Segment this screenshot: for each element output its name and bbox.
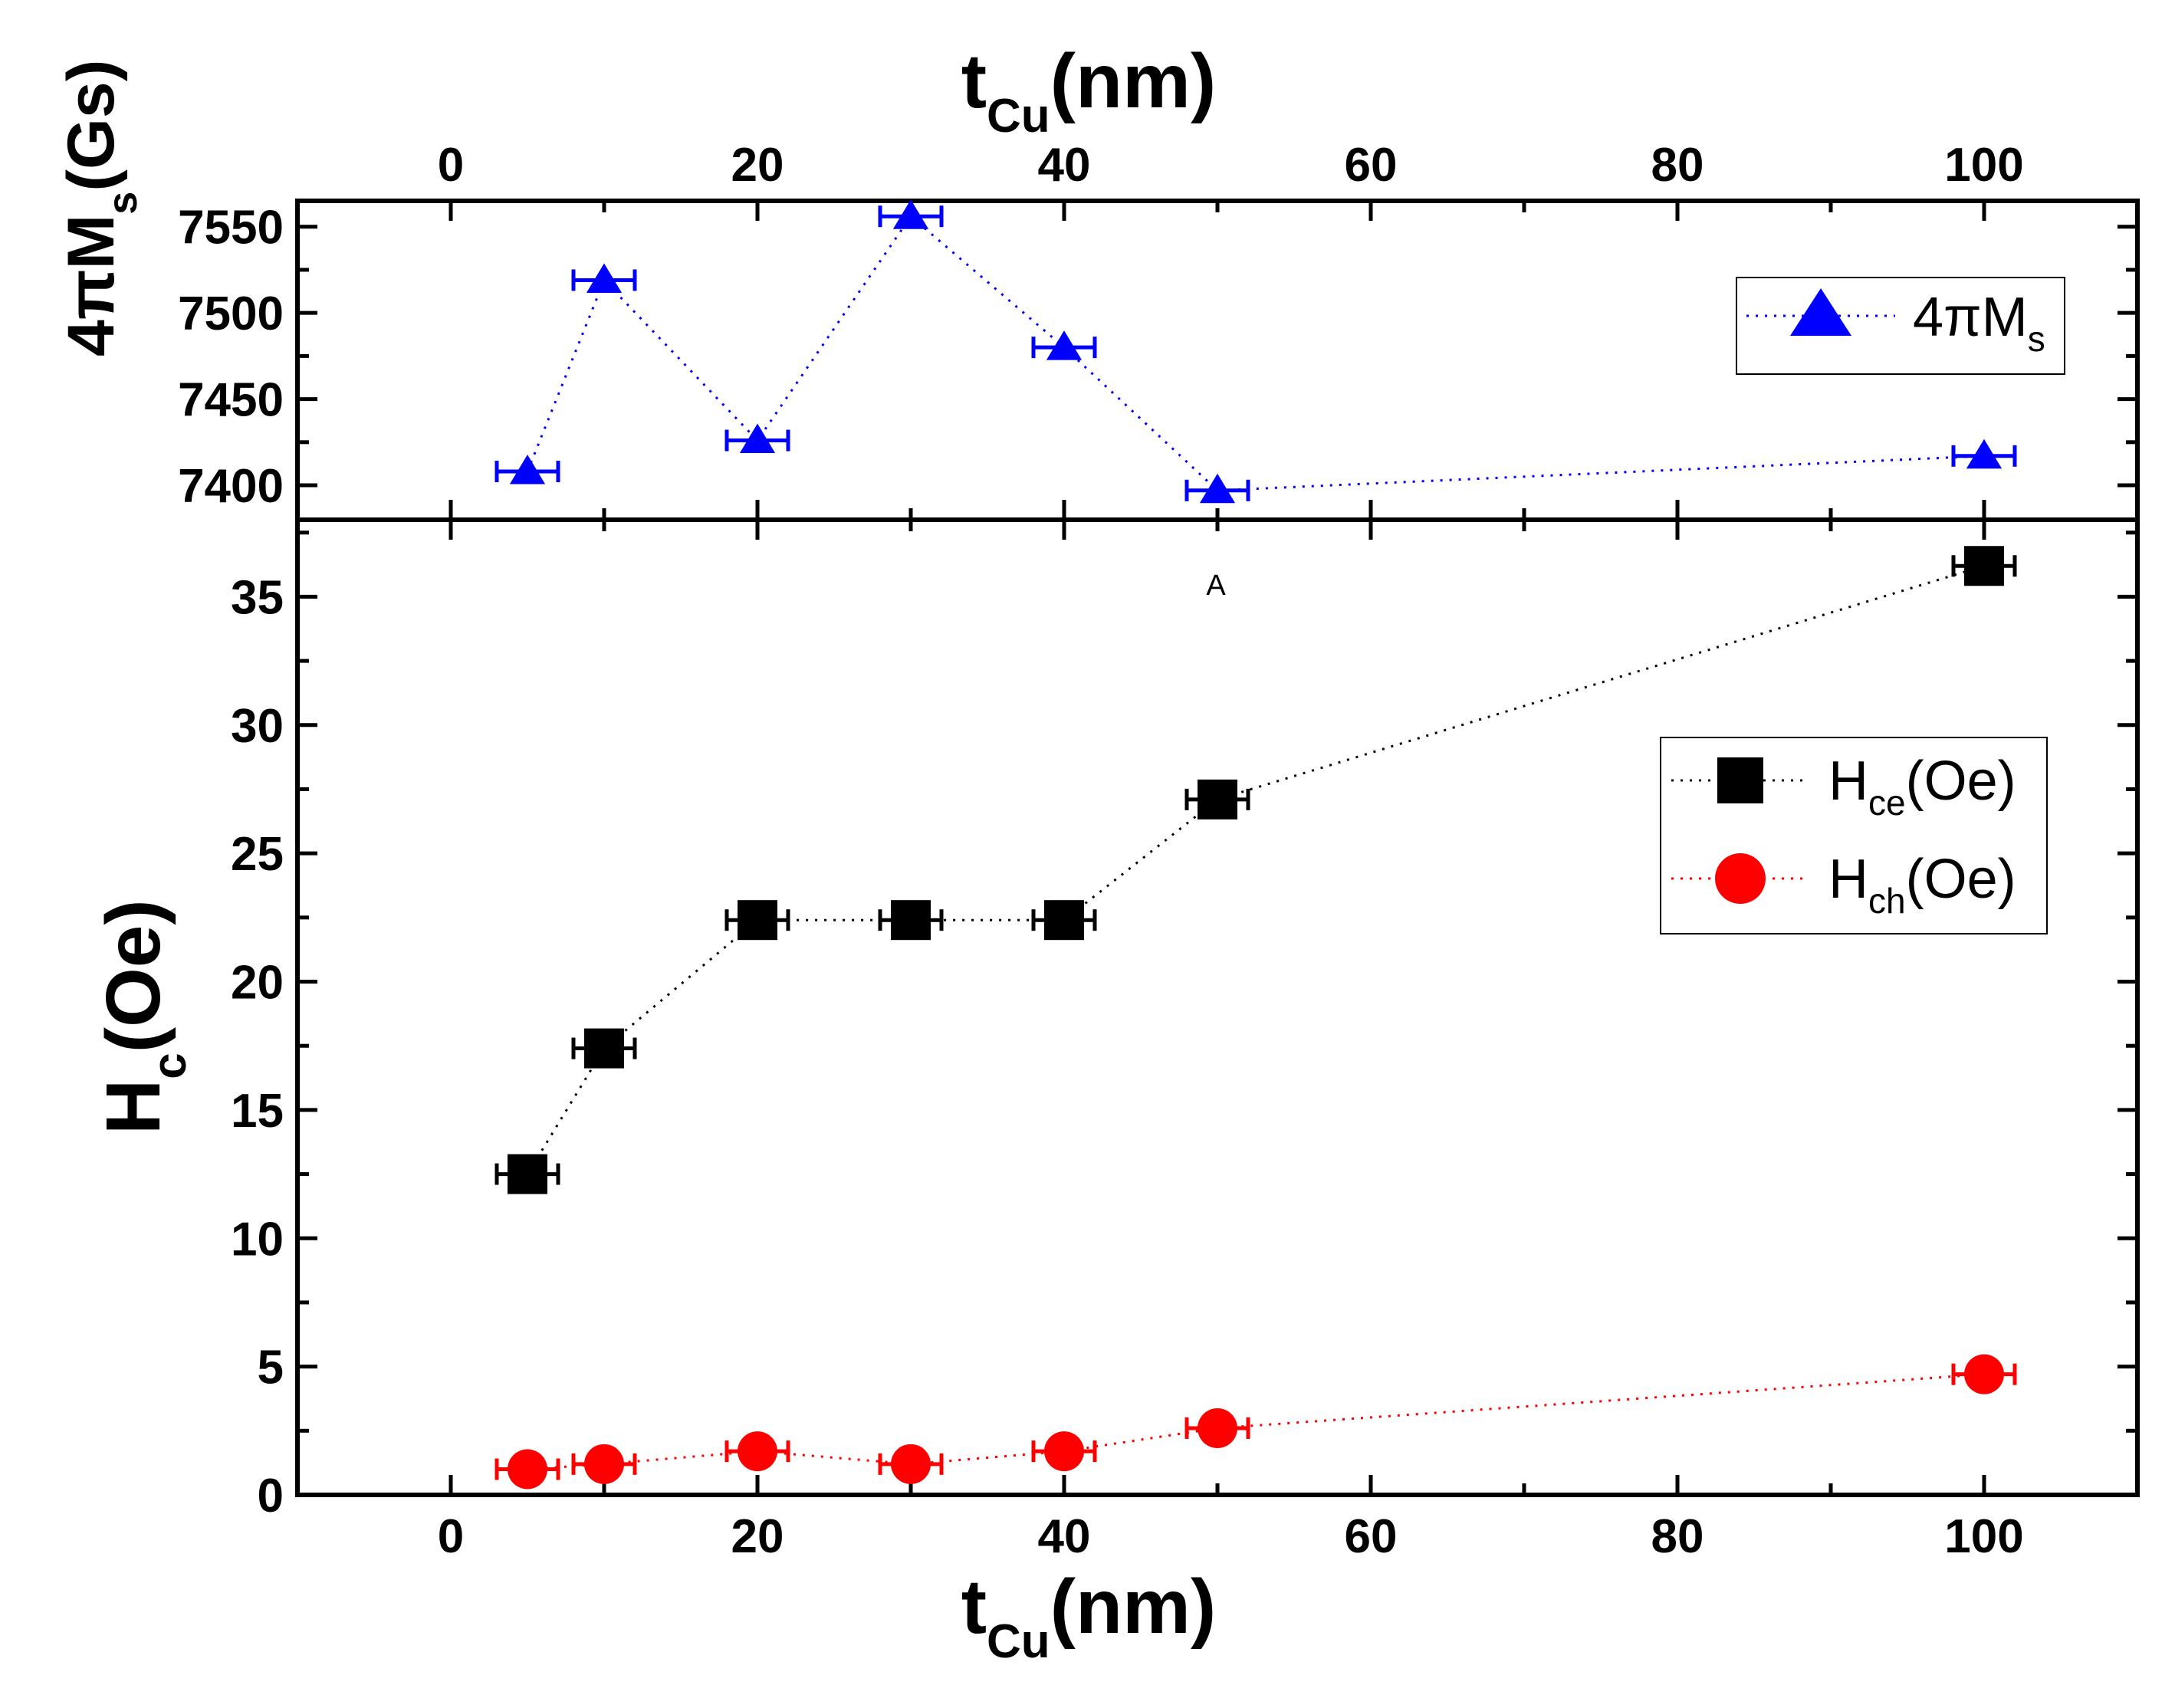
data-point xyxy=(1964,1354,2004,1394)
legend-marker-hce xyxy=(1717,757,1763,803)
x-tick-label-bottom: 80 xyxy=(1651,1510,1704,1563)
x-tick-label-top: 0 xyxy=(438,139,464,192)
y-tick-label-bottom: 15 xyxy=(231,1085,284,1138)
data-point xyxy=(738,900,777,941)
y-tick-label-bottom: 35 xyxy=(231,571,284,624)
panel-frame-bottom xyxy=(295,517,2140,1497)
bottom-panel: 0 20 40 60 80 100 0 5 10 15 20 25 30 35 xyxy=(231,517,2140,1563)
data-point xyxy=(891,900,931,941)
y-tick-label-bottom: 20 xyxy=(231,957,284,1010)
y-tick-label-bottom: 5 xyxy=(258,1342,284,1394)
data-point xyxy=(586,263,623,293)
data-point xyxy=(739,423,776,454)
data-point xyxy=(1046,330,1083,360)
data-point xyxy=(891,1444,931,1484)
legend-label-hce: Hce(Oe) xyxy=(1828,751,2016,823)
y-tick-label-bottom: 0 xyxy=(258,1470,284,1522)
top-legend-box xyxy=(1736,277,2065,375)
y-tick-label-bottom: 10 xyxy=(231,1213,284,1266)
data-point xyxy=(508,1449,547,1490)
y-tick-label-bottom: 30 xyxy=(231,700,284,753)
x-tick-label-top: 40 xyxy=(1038,139,1091,192)
data-point xyxy=(1198,1407,1237,1448)
data-point xyxy=(509,455,546,484)
y-tick-label-top: 7400 xyxy=(178,460,284,513)
top-x-axis-title: tCu(nm) xyxy=(961,38,1217,143)
data-point xyxy=(738,1431,777,1472)
x-tick-label-top: 20 xyxy=(731,139,784,192)
annotation-label: A xyxy=(1206,570,1226,602)
x-tick-label-top: 60 xyxy=(1345,139,1398,192)
x-tick-label-bottom: 20 xyxy=(731,1510,784,1563)
legend-label-4piMs: 4πMs xyxy=(1913,287,2045,359)
y-tick-label-top: 7500 xyxy=(178,287,284,340)
y-tick-label-bottom: 25 xyxy=(231,828,284,881)
data-point xyxy=(1044,900,1084,941)
data-point xyxy=(1199,473,1236,504)
legend-marker-hch xyxy=(1715,853,1766,904)
bottom-x-axis-title: tCu(nm) xyxy=(961,1564,1217,1668)
legend-label-hch: Hch(Oe) xyxy=(1828,849,2016,921)
top-legend: 4πMs xyxy=(1736,277,2065,375)
x-tick-label-bottom: 0 xyxy=(438,1510,464,1563)
top-y-axis-title: 4πMs(Gs) xyxy=(54,60,146,356)
data-point xyxy=(1198,779,1237,820)
y-tick-label-top: 7550 xyxy=(178,202,284,255)
bottom-legend: Hce(Oe) Hch(Oe) xyxy=(1660,737,2048,934)
x-tick-label-top: 100 xyxy=(1944,139,2023,192)
x-tick-label-bottom: 100 xyxy=(1944,1510,2023,1563)
x-tick-label-bottom: 60 xyxy=(1345,1510,1398,1563)
data-point xyxy=(1044,1431,1084,1472)
data-point xyxy=(892,199,929,229)
data-point xyxy=(584,1444,624,1484)
x-tick-label-bottom: 40 xyxy=(1038,1510,1091,1563)
data-point xyxy=(508,1154,547,1194)
data-point xyxy=(1966,438,2003,469)
data-point xyxy=(1964,546,2004,586)
y-tick-label-top: 7450 xyxy=(178,374,284,427)
legend-marker-4piMs xyxy=(1790,288,1851,336)
bottom-y-axis-title: Hc(Oe) xyxy=(90,899,196,1135)
x-tick-label-top: 80 xyxy=(1651,139,1704,192)
data-point xyxy=(584,1028,624,1069)
